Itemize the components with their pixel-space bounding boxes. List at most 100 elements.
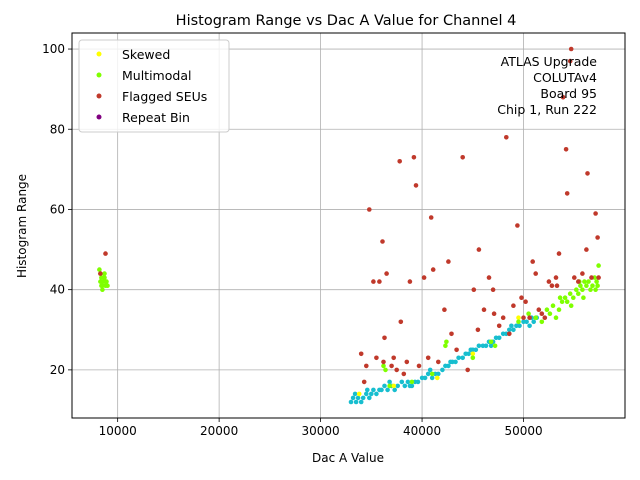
data-point (443, 343, 448, 349)
data-point (415, 379, 421, 385)
data-point (517, 323, 522, 329)
data-point (574, 287, 579, 293)
data-point (527, 315, 532, 321)
data-point (387, 383, 392, 389)
data-point (588, 287, 593, 293)
data-point (593, 287, 598, 293)
data-point (526, 311, 531, 317)
data-point (524, 319, 529, 325)
x-axis-label: Dac A Value (312, 451, 384, 465)
data-point (421, 275, 427, 280)
data-point (527, 323, 532, 329)
data-point (473, 347, 479, 353)
plot-frame (71, 32, 626, 419)
y-tick-label: 40 (50, 283, 65, 297)
data-point (446, 363, 451, 369)
legend-marker (96, 51, 102, 57)
data-point (500, 315, 506, 321)
annotation-line: Board 95 (540, 86, 597, 101)
data-point (356, 391, 362, 397)
data-point (98, 271, 103, 276)
data-point (413, 183, 419, 188)
data-point (399, 379, 405, 385)
legend-marker (96, 72, 102, 78)
data-point (491, 311, 497, 317)
data-point (507, 327, 512, 333)
data-point (521, 315, 526, 321)
data-point (594, 279, 599, 284)
data-point (465, 367, 471, 373)
x-tick-label: 30000 (302, 424, 340, 438)
data-point (429, 375, 435, 381)
data-point (103, 251, 108, 256)
data-point (428, 215, 434, 220)
data-point (380, 239, 385, 244)
data-point (507, 331, 512, 337)
data-point (381, 359, 386, 365)
data-point (430, 267, 436, 272)
data-point (553, 315, 559, 321)
data-point (557, 295, 563, 301)
data-point (389, 363, 394, 369)
data-point (533, 271, 538, 276)
data-point (533, 315, 538, 321)
data-point (585, 171, 590, 176)
data-point (596, 263, 601, 268)
data-point (486, 275, 492, 280)
x-tick-label: 20000 (200, 424, 238, 438)
data-point (492, 343, 498, 349)
legend-label: Multimodal (122, 68, 191, 83)
data-point (429, 371, 435, 377)
data-point (542, 315, 548, 321)
data-point (471, 287, 477, 293)
chart-title: Histogram Range vs Dac A Value for Chann… (176, 13, 517, 29)
data-point (384, 271, 389, 276)
data-point (466, 351, 472, 357)
data-point (448, 359, 453, 365)
data-point (405, 379, 411, 385)
data-point (364, 391, 369, 397)
data-point (509, 323, 514, 329)
data-point (576, 279, 581, 284)
data-point (571, 295, 576, 301)
data-point (353, 399, 359, 405)
legend-label: Skewed (122, 47, 170, 62)
data-point (568, 303, 574, 309)
data-point (564, 299, 570, 305)
data-point (397, 159, 403, 164)
data-point (401, 371, 407, 377)
data-point (407, 279, 413, 284)
data-point (367, 395, 372, 401)
data-point (539, 319, 545, 325)
data-point (352, 391, 358, 397)
data-point (416, 363, 422, 369)
legend-label: Repeat Bin (122, 110, 190, 125)
data-point (490, 287, 496, 293)
data-point (395, 383, 401, 389)
data-point (382, 383, 387, 389)
data-point (454, 347, 459, 353)
data-point (563, 147, 569, 152)
data-point (476, 247, 482, 252)
data-point (391, 383, 397, 389)
data-point (440, 367, 445, 373)
data-point (536, 307, 542, 313)
data-point (556, 307, 562, 313)
data-point (449, 331, 454, 337)
data-point (530, 259, 535, 264)
data-point (560, 94, 566, 100)
legend: Skewed Multimodal Flagged SEUs Repeat Bin (78, 39, 230, 133)
data-point (104, 279, 109, 284)
data-point (568, 46, 574, 52)
data-point (374, 391, 379, 397)
data-point (365, 387, 370, 393)
data-point (460, 355, 466, 361)
data-point (476, 343, 482, 349)
data-point (504, 135, 509, 140)
data-point (584, 247, 589, 252)
data-point (481, 307, 487, 313)
data-point (456, 355, 461, 361)
data-point (453, 359, 458, 365)
data-point (567, 58, 573, 64)
data-point (567, 291, 573, 297)
